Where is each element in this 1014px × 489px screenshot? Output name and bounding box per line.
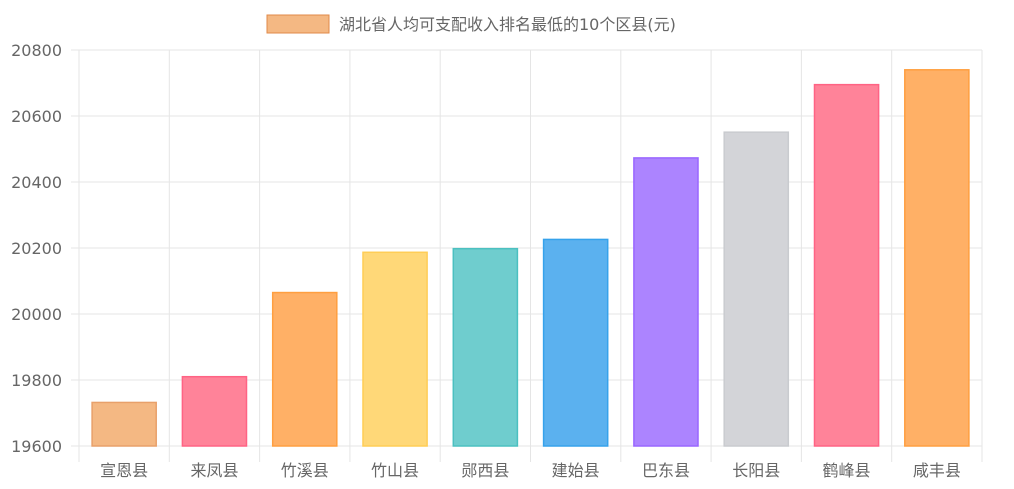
x-tick-label: 长阳县 <box>732 461 780 480</box>
x-tick-label: 郧西县 <box>461 461 509 480</box>
x-tick-label: 竹山县 <box>371 461 419 480</box>
x-tick-label: 鹤峰县 <box>823 461 871 480</box>
x-axis: 宣恩县 来凤县 竹溪县 竹山县 郧西县 建始县 巴东县 长阳县 鹤峰县 咸丰县 <box>100 461 961 480</box>
grid-lines <box>71 49 983 462</box>
y-axis: 19600 19800 20000 20200 20400 20600 20800 <box>11 41 62 456</box>
bar[interactable] <box>904 69 970 447</box>
legend[interactable]: 湖北省人均可支配收入排名最低的10个区县(元) <box>266 14 676 34</box>
y-tick-label: 19800 <box>11 371 62 390</box>
x-tick-label: 巴东县 <box>642 461 690 480</box>
bar[interactable] <box>271 291 338 447</box>
legend-label[interactable]: 湖北省人均可支配收入排名最低的10个区县(元) <box>339 15 676 34</box>
y-tick-label: 20600 <box>11 107 62 126</box>
x-tick-label: 来凤县 <box>190 461 238 480</box>
legend-swatch[interactable] <box>266 14 330 34</box>
y-tick-label: 19600 <box>11 437 62 456</box>
bar[interactable] <box>362 251 428 447</box>
x-tick-label: 宣恩县 <box>100 461 148 480</box>
x-tick-label: 咸丰县 <box>913 461 961 480</box>
bar[interactable] <box>633 157 699 447</box>
bar[interactable] <box>813 83 880 447</box>
bar[interactable] <box>181 375 248 447</box>
y-tick-label: 20400 <box>11 173 62 192</box>
x-tick-label: 竹溪县 <box>281 461 329 480</box>
bar[interactable] <box>542 238 609 447</box>
bars <box>91 69 970 447</box>
bar[interactable] <box>91 401 157 447</box>
bar[interactable] <box>723 131 790 447</box>
bar[interactable] <box>452 247 519 447</box>
y-tick-label: 20000 <box>11 305 62 324</box>
y-tick-label: 20800 <box>11 41 62 60</box>
y-tick-label: 20200 <box>11 239 62 258</box>
x-tick-label: 建始县 <box>552 461 600 480</box>
